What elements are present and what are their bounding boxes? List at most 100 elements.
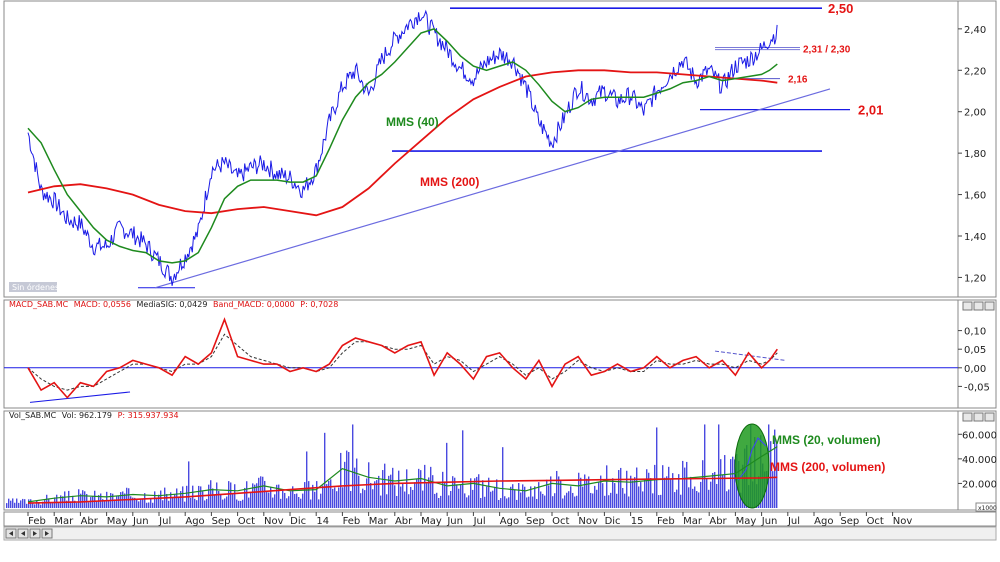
volume-bar: [478, 474, 480, 508]
x-tick-label: Jun: [761, 516, 778, 527]
macd-panel-controls[interactable]: [962, 301, 995, 311]
volume-bar: [392, 467, 394, 508]
volume-bar: [294, 494, 296, 508]
volume-bar: [44, 500, 46, 508]
volume-bar: [70, 501, 72, 508]
volume-bar: [332, 488, 334, 508]
volume-bar: [656, 427, 658, 508]
volume-bar: [684, 467, 686, 508]
price-ytick-label: 1,40: [964, 232, 986, 243]
volume-bar: [672, 473, 674, 508]
x-tick-label: Sep: [526, 516, 545, 527]
volume-bar: [694, 486, 696, 508]
volume-bar: [640, 481, 642, 508]
volume-panel-controls[interactable]: [962, 412, 995, 422]
volume-bar: [578, 472, 580, 508]
volume-bar: [34, 504, 36, 508]
volume-bar: [484, 496, 486, 508]
volume-mm200-line: [27, 476, 778, 504]
volume-bar: [560, 480, 562, 508]
volume-bar: [330, 479, 332, 508]
volume-bar: [476, 476, 478, 508]
volume-bar: [210, 480, 212, 508]
volume-bar: [456, 484, 458, 508]
x-tick-label: Dic: [605, 516, 621, 527]
volume-bar: [444, 481, 446, 508]
volume-bar: [426, 483, 428, 508]
volume-highlight-bars: [737, 437, 767, 481]
volume-bar: [246, 481, 248, 508]
volume-bar: [318, 499, 320, 508]
volume-bar: [654, 464, 656, 508]
x-tick-label: Jun: [132, 516, 149, 527]
volume-bar: [566, 492, 568, 508]
volume-bar: [344, 461, 346, 508]
volume-bar: [134, 497, 136, 508]
volume-bar: [740, 492, 742, 508]
volume-bar: [526, 497, 528, 508]
volume-bar: [128, 488, 130, 508]
volume-bar: [532, 496, 534, 508]
volume-bar: [88, 502, 90, 508]
volume-bar: [498, 499, 500, 508]
volume-bar: [666, 476, 668, 508]
volume-bar: [424, 464, 426, 508]
price-ytick-label: 1,80: [964, 149, 986, 160]
volume-bar: [386, 494, 388, 508]
volume-bar: [434, 493, 436, 508]
volume-bar: [534, 486, 536, 508]
x-tick-label: Mar: [54, 516, 74, 527]
volume-bar: [674, 492, 676, 508]
volume-bar: [398, 470, 400, 508]
volume-bar: [432, 475, 434, 508]
volume-bar: [58, 503, 60, 508]
x-tick-label: May: [421, 516, 442, 527]
label-volume-mm200: MMS (200, volumen): [770, 460, 885, 474]
volume-bar: [410, 487, 412, 508]
volume-bar: [412, 489, 414, 508]
volume-bar: [154, 491, 156, 508]
x-tick-label: Abr: [709, 516, 727, 527]
volume-bar: [180, 491, 182, 508]
volume-bar: [264, 480, 266, 508]
volume-bar: [564, 495, 566, 508]
volume-bar: [680, 494, 682, 508]
macd-header: MACD_SAB.MC MACD: 0,0556 MediaSIG: 0,042…: [9, 300, 338, 309]
volume-bar: [582, 486, 584, 508]
volume-bar: [464, 493, 466, 508]
volume-bar: [156, 498, 158, 508]
volume-bar: [726, 491, 728, 508]
volume-bar: [306, 451, 308, 508]
volume-bar: [734, 459, 736, 508]
volume-bar: [220, 494, 222, 508]
volume-bar: [258, 477, 260, 508]
volume-bar: [552, 496, 554, 508]
scroll-left-buttons[interactable]: [5, 528, 53, 539]
volume-bar: [704, 424, 706, 508]
volume-bar: [540, 491, 542, 508]
scrollbar-track[interactable]: [3, 526, 997, 541]
volume-bar: [482, 480, 484, 508]
volume-bar: [310, 499, 312, 508]
volume-bar: [710, 481, 712, 508]
volume-bar: [682, 460, 684, 508]
macd-trend-line-low: [29, 391, 131, 403]
volume-bar: [622, 488, 624, 508]
volume-bar: [230, 482, 232, 508]
volume-bar: [624, 493, 626, 508]
volume-bar: [270, 486, 272, 508]
volume-bar: [542, 493, 544, 508]
volume-bar: [66, 500, 68, 508]
volume-bar: [722, 474, 724, 508]
volume-bar: [462, 430, 464, 508]
volume-bar: [418, 468, 420, 508]
volume-bar: [146, 502, 148, 508]
volume-bar: [400, 486, 402, 508]
volume-bar: [256, 483, 258, 508]
volume-bar: [232, 493, 234, 508]
volume-bar: [468, 495, 470, 508]
volume-bar: [598, 482, 600, 508]
price-panel: [3, 0, 959, 298]
volume-bar: [590, 492, 592, 508]
x-tick-label: 14: [316, 516, 329, 527]
